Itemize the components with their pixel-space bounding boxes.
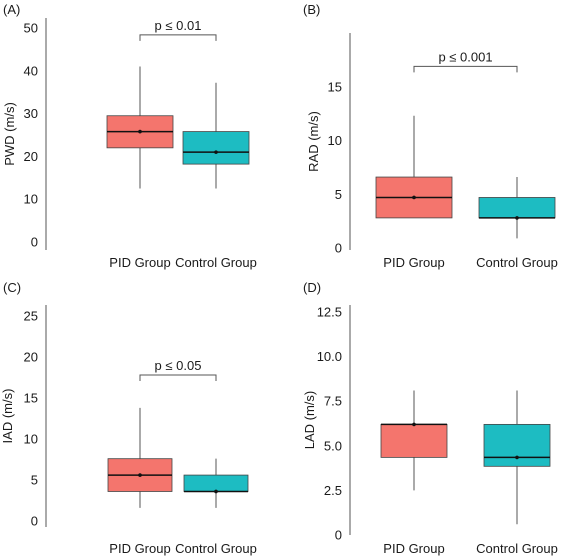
category-label: PID Group: [109, 541, 170, 556]
y-tick-label: 5.0: [324, 438, 342, 453]
y-axis-label: LAD (m/s): [302, 391, 317, 450]
y-axis-label: RAD (m/s): [306, 111, 321, 172]
y-tick-label: 0: [31, 235, 38, 250]
panel-c: (C) 0 5 10 15 20 25 IAD (m/s) PID Group Control G…: [0, 280, 257, 556]
panel-label: (B): [303, 2, 320, 17]
panel-label: (C): [3, 280, 21, 295]
y-tick-label: 0: [31, 514, 38, 529]
mean-dot: [214, 150, 218, 154]
control-box-plot: [478, 177, 556, 239]
panel-a: (A) 0 10 20 30 40 50 PWD (m/s) PID Group Control …: [2, 2, 257, 270]
y-axis-label: PWD (m/s): [2, 102, 17, 166]
pid-box-plot: [380, 390, 448, 491]
y-tick-label: 10: [328, 133, 342, 148]
y-tick-label: 0: [335, 241, 342, 256]
category-label: PID Group: [109, 255, 170, 270]
significance-bracket: [413, 65, 518, 73]
y-tick-label: 20: [24, 149, 38, 164]
iqr-box: [483, 423, 551, 467]
panel-label: (A): [3, 2, 20, 17]
p-value-label: p ≤ 0.01: [155, 18, 202, 33]
mean-dot: [138, 473, 142, 477]
y-tick-label: 50: [24, 21, 38, 36]
mean-dot: [515, 455, 519, 460]
y-tick-label: 15: [24, 391, 38, 406]
p-value-label: p ≤ 0.05: [155, 358, 202, 373]
control-box-plot: [183, 458, 249, 508]
panel-label: (D): [303, 280, 321, 295]
p-value-label: p ≤ 0.001: [438, 49, 492, 64]
category-label: Control Group: [476, 541, 558, 556]
pid-box-plot: [375, 115, 453, 219]
panel-d: (D) 0 2.5 5.0 7.5 10.0 12.5 LAD (m/s) PID Group C…: [302, 280, 558, 556]
control-box-plot: [182, 82, 250, 189]
y-tick-label: 7.5: [324, 394, 342, 409]
mean-dot: [515, 216, 519, 220]
y-tick-label: 10: [24, 192, 38, 207]
mean-dot: [412, 422, 416, 427]
significance-bracket: [139, 34, 217, 41]
y-tick-label: 2.5: [324, 483, 342, 498]
category-label: Control Group: [476, 255, 558, 270]
mean-dot: [138, 129, 142, 134]
panel-b: (B) 0 5 10 15 RAD (m/s) PID Group Control Group…: [303, 2, 558, 270]
control-box-plot: [483, 390, 551, 525]
y-tick-label: 15: [328, 79, 342, 94]
mean-dot: [412, 195, 416, 200]
y-tick-label: 40: [24, 63, 38, 78]
y-tick-label: 5: [31, 473, 38, 488]
y-tick-label: 10: [24, 432, 38, 447]
category-label: PID Group: [383, 255, 444, 270]
y-axis-label: IAD (m/s): [0, 389, 15, 444]
y-tick-label: 0: [335, 528, 342, 543]
category-label: PID Group: [383, 541, 444, 556]
y-tick-label: 20: [24, 350, 38, 365]
y-tick-label: 12.5: [317, 305, 342, 320]
iqr-box: [380, 423, 448, 458]
category-label: Control Group: [175, 255, 257, 270]
significance-bracket: [139, 374, 217, 382]
category-label: Control Group: [175, 541, 257, 556]
y-tick-label: 10.0: [317, 349, 342, 364]
y-tick-label: 5: [335, 187, 342, 202]
mean-dot: [214, 489, 218, 494]
iqr-box: [182, 131, 250, 165]
iqr-box: [183, 474, 249, 492]
y-tick-label: 25: [24, 309, 38, 324]
iqr-box: [478, 197, 556, 219]
pid-box-plot: [106, 66, 174, 189]
pid-box-plot: [107, 407, 173, 508]
y-tick-label: 30: [24, 106, 38, 121]
